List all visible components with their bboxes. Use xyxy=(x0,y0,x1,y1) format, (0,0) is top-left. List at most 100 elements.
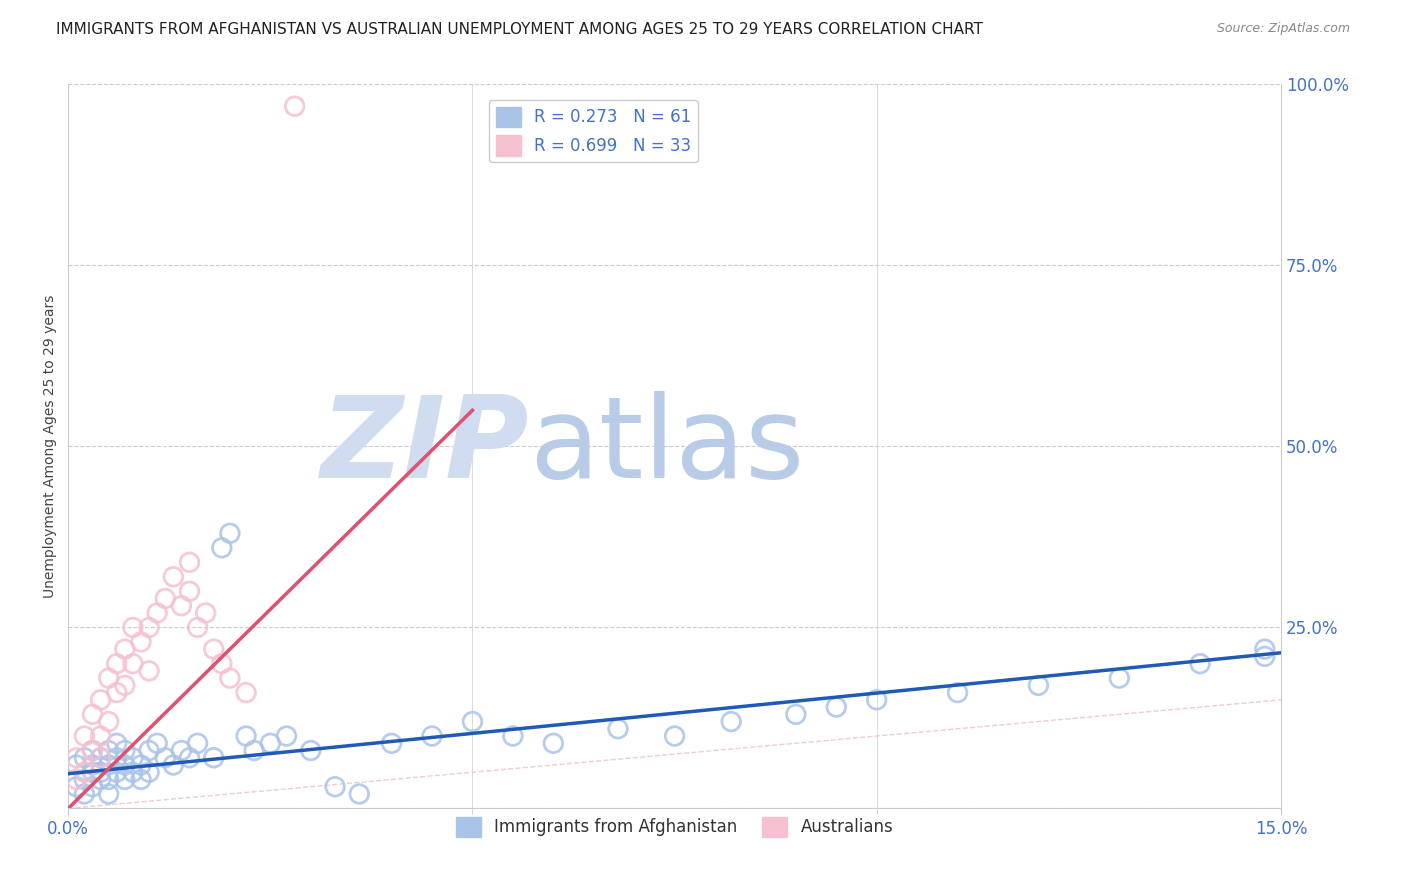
Point xyxy=(720,714,742,729)
Point xyxy=(162,758,184,772)
Point xyxy=(73,751,96,765)
Point xyxy=(664,729,686,743)
Point xyxy=(82,765,104,780)
Point xyxy=(179,751,201,765)
Point xyxy=(129,758,152,772)
Point xyxy=(90,765,112,780)
Point xyxy=(170,743,193,757)
Point xyxy=(114,642,136,657)
Point xyxy=(1028,678,1050,692)
Point xyxy=(129,772,152,787)
Point xyxy=(162,570,184,584)
Legend: Immigrants from Afghanistan, Australians: Immigrants from Afghanistan, Australians xyxy=(449,810,900,844)
Point xyxy=(82,743,104,757)
Point xyxy=(138,664,160,678)
Point xyxy=(349,787,371,801)
Point xyxy=(97,758,120,772)
Y-axis label: Unemployment Among Ages 25 to 29 years: Unemployment Among Ages 25 to 29 years xyxy=(44,294,58,599)
Point xyxy=(105,736,128,750)
Point xyxy=(65,758,87,772)
Point xyxy=(97,714,120,729)
Point xyxy=(211,541,233,555)
Point xyxy=(138,743,160,757)
Point xyxy=(1108,671,1130,685)
Point xyxy=(65,772,87,787)
Point xyxy=(90,751,112,765)
Point xyxy=(114,758,136,772)
Point xyxy=(284,99,307,113)
Point xyxy=(82,743,104,757)
Point xyxy=(502,729,524,743)
Point xyxy=(785,707,807,722)
Point xyxy=(420,729,443,743)
Point xyxy=(219,671,242,685)
Point xyxy=(187,736,209,750)
Point xyxy=(65,751,87,765)
Point xyxy=(194,606,217,620)
Point xyxy=(179,555,201,569)
Point xyxy=(146,606,169,620)
Point xyxy=(461,714,484,729)
Point xyxy=(381,736,404,750)
Point xyxy=(155,751,177,765)
Point xyxy=(122,657,145,671)
Point xyxy=(122,751,145,765)
Point xyxy=(235,729,257,743)
Point xyxy=(202,751,225,765)
Point xyxy=(90,772,112,787)
Point xyxy=(170,599,193,613)
Point xyxy=(202,642,225,657)
Point xyxy=(97,787,120,801)
Point xyxy=(97,772,120,787)
Point xyxy=(73,772,96,787)
Point xyxy=(1254,642,1277,657)
Text: ZIP: ZIP xyxy=(321,391,529,502)
Point xyxy=(299,743,322,757)
Point xyxy=(105,685,128,699)
Point xyxy=(1189,657,1212,671)
Point xyxy=(129,635,152,649)
Point xyxy=(607,722,630,736)
Point xyxy=(90,729,112,743)
Point xyxy=(235,685,257,699)
Text: Source: ZipAtlas.com: Source: ZipAtlas.com xyxy=(1216,22,1350,36)
Point xyxy=(97,671,120,685)
Point xyxy=(825,700,848,714)
Point xyxy=(259,736,281,750)
Point xyxy=(82,780,104,794)
Point xyxy=(105,765,128,780)
Point xyxy=(243,743,266,757)
Point xyxy=(138,765,160,780)
Point xyxy=(97,743,120,757)
Point xyxy=(146,736,169,750)
Point xyxy=(114,772,136,787)
Text: IMMIGRANTS FROM AFGHANISTAN VS AUSTRALIAN UNEMPLOYMENT AMONG AGES 25 TO 29 YEARS: IMMIGRANTS FROM AFGHANISTAN VS AUSTRALIA… xyxy=(56,22,983,37)
Point xyxy=(73,729,96,743)
Point xyxy=(114,743,136,757)
Point xyxy=(114,678,136,692)
Point xyxy=(219,526,242,541)
Point xyxy=(90,751,112,765)
Point xyxy=(73,787,96,801)
Point xyxy=(1254,649,1277,664)
Point xyxy=(105,751,128,765)
Point xyxy=(82,707,104,722)
Point xyxy=(73,765,96,780)
Point xyxy=(187,620,209,634)
Point xyxy=(138,620,160,634)
Point xyxy=(65,780,87,794)
Point xyxy=(82,758,104,772)
Point xyxy=(276,729,298,743)
Text: atlas: atlas xyxy=(529,391,804,502)
Point xyxy=(323,780,346,794)
Point xyxy=(122,620,145,634)
Point xyxy=(90,693,112,707)
Point xyxy=(946,685,969,699)
Point xyxy=(105,657,128,671)
Point xyxy=(543,736,565,750)
Point xyxy=(122,765,145,780)
Point xyxy=(211,657,233,671)
Point xyxy=(866,693,889,707)
Point xyxy=(155,591,177,606)
Point xyxy=(179,584,201,599)
